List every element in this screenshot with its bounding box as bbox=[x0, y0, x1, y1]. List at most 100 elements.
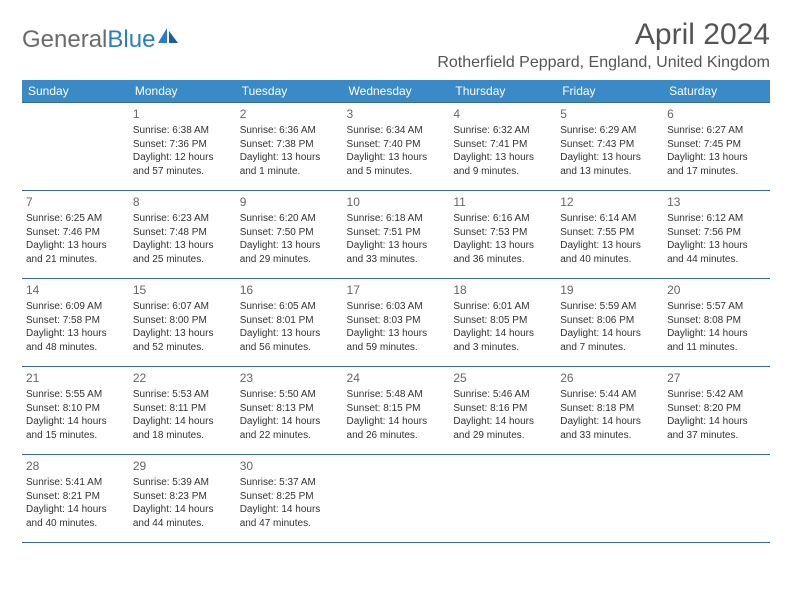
sunset-line: Sunset: 8:01 PM bbox=[240, 314, 339, 328]
sunset-line: Sunset: 8:18 PM bbox=[560, 402, 659, 416]
daylight-line-1: Daylight: 14 hours bbox=[453, 415, 552, 429]
day-header: Sunday bbox=[22, 80, 129, 103]
daylight-line-1: Daylight: 13 hours bbox=[26, 327, 125, 341]
calendar-day-cell: 30Sunrise: 5:37 AMSunset: 8:25 PMDayligh… bbox=[236, 455, 343, 543]
day-number: 29 bbox=[133, 458, 232, 474]
sunrise-line: Sunrise: 5:48 AM bbox=[347, 388, 446, 402]
daylight-line-2: and 36 minutes. bbox=[453, 253, 552, 267]
sunset-line: Sunset: 8:13 PM bbox=[240, 402, 339, 416]
sunset-line: Sunset: 8:23 PM bbox=[133, 490, 232, 504]
day-number: 20 bbox=[667, 282, 766, 298]
daylight-line-1: Daylight: 13 hours bbox=[240, 151, 339, 165]
brand-logo: GeneralBlue bbox=[22, 18, 180, 54]
day-number: 18 bbox=[453, 282, 552, 298]
location-label: Rotherfield Peppard, England, United Kin… bbox=[437, 54, 770, 72]
daylight-line-2: and 9 minutes. bbox=[453, 165, 552, 179]
sunrise-line: Sunrise: 6:05 AM bbox=[240, 300, 339, 314]
logo-text-general: General bbox=[22, 26, 107, 53]
calendar-day-cell: 22Sunrise: 5:53 AMSunset: 8:11 PMDayligh… bbox=[129, 367, 236, 455]
daylight-line-2: and 44 minutes. bbox=[133, 517, 232, 531]
daylight-line-1: Daylight: 13 hours bbox=[560, 151, 659, 165]
calendar-day-cell: 20Sunrise: 5:57 AMSunset: 8:08 PMDayligh… bbox=[663, 279, 770, 367]
day-number: 15 bbox=[133, 282, 232, 298]
daylight-line-2: and 56 minutes. bbox=[240, 341, 339, 355]
sunrise-line: Sunrise: 6:09 AM bbox=[26, 300, 125, 314]
calendar-week-row: 21Sunrise: 5:55 AMSunset: 8:10 PMDayligh… bbox=[22, 367, 770, 455]
calendar-day-cell: 16Sunrise: 6:05 AMSunset: 8:01 PMDayligh… bbox=[236, 279, 343, 367]
sunrise-line: Sunrise: 5:39 AM bbox=[133, 476, 232, 490]
sunrise-line: Sunrise: 6:38 AM bbox=[133, 124, 232, 138]
sunrise-line: Sunrise: 6:23 AM bbox=[133, 212, 232, 226]
sunrise-line: Sunrise: 6:36 AM bbox=[240, 124, 339, 138]
daylight-line-2: and 18 minutes. bbox=[133, 429, 232, 443]
daylight-line-2: and 33 minutes. bbox=[347, 253, 446, 267]
sunrise-line: Sunrise: 6:03 AM bbox=[347, 300, 446, 314]
sunrise-line: Sunrise: 5:41 AM bbox=[26, 476, 125, 490]
day-header: Thursday bbox=[449, 80, 556, 103]
sunset-line: Sunset: 7:46 PM bbox=[26, 226, 125, 240]
daylight-line-2: and 52 minutes. bbox=[133, 341, 232, 355]
daylight-line-2: and 25 minutes. bbox=[133, 253, 232, 267]
daylight-line-1: Daylight: 13 hours bbox=[347, 239, 446, 253]
daylight-line-1: Daylight: 14 hours bbox=[347, 415, 446, 429]
sunset-line: Sunset: 8:11 PM bbox=[133, 402, 232, 416]
calendar-day-cell: 24Sunrise: 5:48 AMSunset: 8:15 PMDayligh… bbox=[343, 367, 450, 455]
day-number: 3 bbox=[347, 106, 446, 122]
daylight-line-1: Daylight: 12 hours bbox=[133, 151, 232, 165]
daylight-line-1: Daylight: 14 hours bbox=[26, 415, 125, 429]
calendar-day-cell: 10Sunrise: 6:18 AMSunset: 7:51 PMDayligh… bbox=[343, 191, 450, 279]
day-header: Wednesday bbox=[343, 80, 450, 103]
calendar-day-cell: 5Sunrise: 6:29 AMSunset: 7:43 PMDaylight… bbox=[556, 103, 663, 191]
sunset-line: Sunset: 7:43 PM bbox=[560, 138, 659, 152]
page-header: GeneralBlue April 2024 Rotherfield Peppa… bbox=[22, 18, 770, 72]
daylight-line-2: and 26 minutes. bbox=[347, 429, 446, 443]
sunset-line: Sunset: 8:20 PM bbox=[667, 402, 766, 416]
daylight-line-1: Daylight: 13 hours bbox=[667, 239, 766, 253]
daylight-line-2: and 40 minutes. bbox=[560, 253, 659, 267]
calendar-day-cell: 21Sunrise: 5:55 AMSunset: 8:10 PMDayligh… bbox=[22, 367, 129, 455]
sunrise-line: Sunrise: 5:46 AM bbox=[453, 388, 552, 402]
sunrise-line: Sunrise: 6:18 AM bbox=[347, 212, 446, 226]
calendar-day-cell: 18Sunrise: 6:01 AMSunset: 8:05 PMDayligh… bbox=[449, 279, 556, 367]
sunset-line: Sunset: 7:50 PM bbox=[240, 226, 339, 240]
calendar-page: GeneralBlue April 2024 Rotherfield Peppa… bbox=[0, 0, 792, 561]
daylight-line-2: and 33 minutes. bbox=[560, 429, 659, 443]
sunset-line: Sunset: 7:55 PM bbox=[560, 226, 659, 240]
calendar-table: SundayMondayTuesdayWednesdayThursdayFrid… bbox=[22, 80, 770, 543]
daylight-line-1: Daylight: 13 hours bbox=[240, 239, 339, 253]
day-number: 21 bbox=[26, 370, 125, 386]
sunset-line: Sunset: 7:41 PM bbox=[453, 138, 552, 152]
calendar-day-cell: 26Sunrise: 5:44 AMSunset: 8:18 PMDayligh… bbox=[556, 367, 663, 455]
sunrise-line: Sunrise: 5:53 AM bbox=[133, 388, 232, 402]
calendar-empty-cell bbox=[663, 455, 770, 543]
sunset-line: Sunset: 7:48 PM bbox=[133, 226, 232, 240]
daylight-line-2: and 37 minutes. bbox=[667, 429, 766, 443]
daylight-line-1: Daylight: 13 hours bbox=[133, 327, 232, 341]
day-number: 11 bbox=[453, 194, 552, 210]
daylight-line-2: and 11 minutes. bbox=[667, 341, 766, 355]
calendar-day-cell: 6Sunrise: 6:27 AMSunset: 7:45 PMDaylight… bbox=[663, 103, 770, 191]
daylight-line-2: and 5 minutes. bbox=[347, 165, 446, 179]
calendar-day-cell: 8Sunrise: 6:23 AMSunset: 7:48 PMDaylight… bbox=[129, 191, 236, 279]
day-header: Friday bbox=[556, 80, 663, 103]
daylight-line-2: and 22 minutes. bbox=[240, 429, 339, 443]
sunrise-line: Sunrise: 5:50 AM bbox=[240, 388, 339, 402]
daylight-line-1: Daylight: 13 hours bbox=[560, 239, 659, 253]
day-number: 23 bbox=[240, 370, 339, 386]
calendar-day-cell: 2Sunrise: 6:36 AMSunset: 7:38 PMDaylight… bbox=[236, 103, 343, 191]
day-number: 24 bbox=[347, 370, 446, 386]
calendar-day-cell: 28Sunrise: 5:41 AMSunset: 8:21 PMDayligh… bbox=[22, 455, 129, 543]
daylight-line-1: Daylight: 14 hours bbox=[667, 327, 766, 341]
sunrise-line: Sunrise: 6:27 AM bbox=[667, 124, 766, 138]
daylight-line-1: Daylight: 14 hours bbox=[240, 415, 339, 429]
calendar-day-cell: 3Sunrise: 6:34 AMSunset: 7:40 PMDaylight… bbox=[343, 103, 450, 191]
sunrise-line: Sunrise: 6:34 AM bbox=[347, 124, 446, 138]
calendar-day-cell: 19Sunrise: 5:59 AMSunset: 8:06 PMDayligh… bbox=[556, 279, 663, 367]
sunset-line: Sunset: 8:25 PM bbox=[240, 490, 339, 504]
daylight-line-2: and 17 minutes. bbox=[667, 165, 766, 179]
day-number: 26 bbox=[560, 370, 659, 386]
sunset-line: Sunset: 7:45 PM bbox=[667, 138, 766, 152]
daylight-line-2: and 15 minutes. bbox=[26, 429, 125, 443]
calendar-day-cell: 27Sunrise: 5:42 AMSunset: 8:20 PMDayligh… bbox=[663, 367, 770, 455]
day-number: 17 bbox=[347, 282, 446, 298]
